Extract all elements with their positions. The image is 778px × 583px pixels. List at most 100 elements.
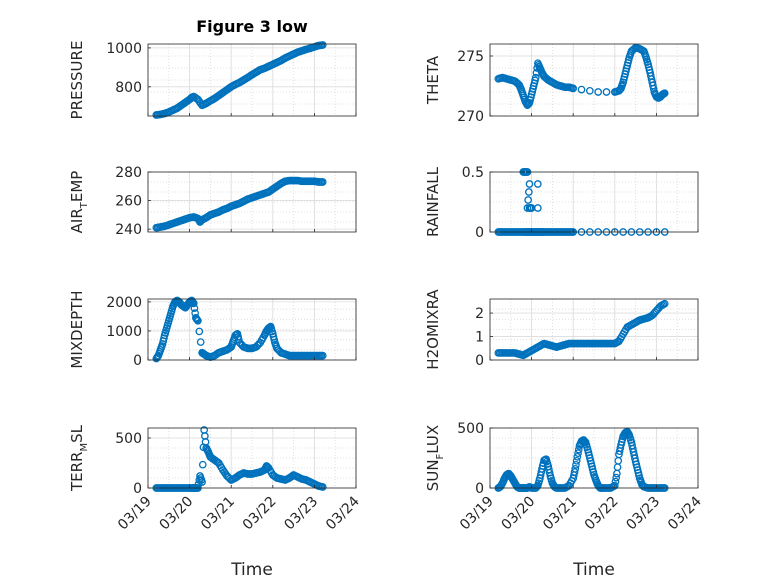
data-point [659,300,668,309]
data-point [246,344,255,353]
data-point [164,319,172,328]
y-tick-label: 280 [115,165,142,181]
data-point [317,41,326,50]
axes-box [147,171,357,233]
data-point [577,85,586,94]
data-point [270,335,279,344]
data-point [191,93,199,102]
axes-box [489,298,699,361]
y-tick-label: 0 [133,481,142,497]
data-point [166,312,175,320]
y-axis-label-main: THETA [424,55,442,105]
x-tick-label: 03/20 [499,494,539,534]
data-point [585,86,594,95]
axes-box [489,171,699,233]
y-axis-label-rest: EMP [68,171,86,202]
data-point [193,315,202,324]
data-point [162,326,170,335]
y-axis-label: AIRTEMP [68,171,90,234]
y-tick-label: 1000 [106,324,142,340]
data-point [527,204,535,212]
series-markers [152,426,327,492]
data-point [220,468,229,476]
y-axis-label: MIXDEPTH [68,290,86,368]
data-point [641,51,650,60]
data-point [551,342,560,351]
y-axis-label-rest: SL [68,424,86,443]
data-point [246,470,255,478]
series-markers [152,176,327,232]
data-point [288,472,297,480]
data-point [624,56,633,64]
data-point [643,58,652,66]
data-point [533,180,542,188]
data-point [155,223,163,232]
data-point [635,471,643,480]
y-tick-label: 800 [115,80,142,96]
data-point [313,351,322,360]
axes-box [147,43,357,117]
subplot-4: 0 0.5 RAINFALL [424,165,699,241]
y-axis-label-main: AIR [68,208,86,233]
data-point [541,455,550,464]
axes-box [489,43,699,117]
x-tick-label: 03/22 [240,494,280,534]
data-point [317,178,326,186]
chart-title: Figure 3 low [196,17,308,36]
x-tick-label: 03/23 [623,494,663,534]
data-point [264,325,272,333]
data-point [198,460,207,469]
subplot-7: 0 500 03/19 03/20 03/21 03/22 03/23 03/24 Time TE… [68,424,363,580]
data-point [518,351,526,359]
y-axis-label-main: RAINFALL [424,166,442,237]
y-axis-label-main: TERR [68,452,86,493]
data-point [524,196,532,204]
data-point [594,88,603,96]
y-axis-label-subscript: F [435,453,446,459]
data-point [572,460,580,469]
data-point [574,445,583,454]
y-tick-label: 0 [475,481,484,497]
data-point [497,74,505,82]
y-axis-label-subscript: M [79,443,90,452]
y-tick-label: 1000 [106,41,142,57]
data-point [567,84,576,92]
data-point [160,334,168,343]
data-point [589,468,598,476]
data-point [524,188,533,196]
data-point [197,476,206,484]
y-axis-label: H2OMIXRA [424,289,442,370]
data-point [234,335,243,344]
y-axis-label-main: H2OMIXRA [424,289,442,370]
x-tick-label: 03/24 [665,493,705,533]
data-point [195,327,204,336]
data-point [253,341,262,350]
data-point [196,338,205,346]
data-point [286,473,295,481]
y-axis-label-subscript: T [79,201,90,209]
y-tick-label: 2 [475,306,484,322]
data-point [317,482,326,491]
y-axis-label: TERRMSL [68,424,90,492]
x-tick-label: 03/20 [157,494,197,534]
data-point [155,110,163,119]
y-tick-label: 260 [115,194,142,210]
y-tick-label: 240 [115,222,142,238]
y-tick-label: 500 [457,421,484,437]
data-point [609,482,618,491]
data-point [317,351,326,360]
x-tick-label: 03/19 [457,494,497,534]
subplot-8: 0 500 03/19 03/20 03/21 03/22 03/23 03/24 Time SU… [424,421,705,580]
data-point [525,180,534,188]
data-point [658,91,666,100]
data-point [547,476,556,485]
data-point [615,447,624,456]
y-tick-label: 2000 [106,295,142,311]
data-point [602,88,611,96]
data-point [190,304,199,313]
subplot-1: 800 1000 PRESSURE Figure 3 low [68,17,357,119]
x-axis-label: Time [230,560,273,580]
data-point [266,323,274,331]
data-point [574,449,582,458]
